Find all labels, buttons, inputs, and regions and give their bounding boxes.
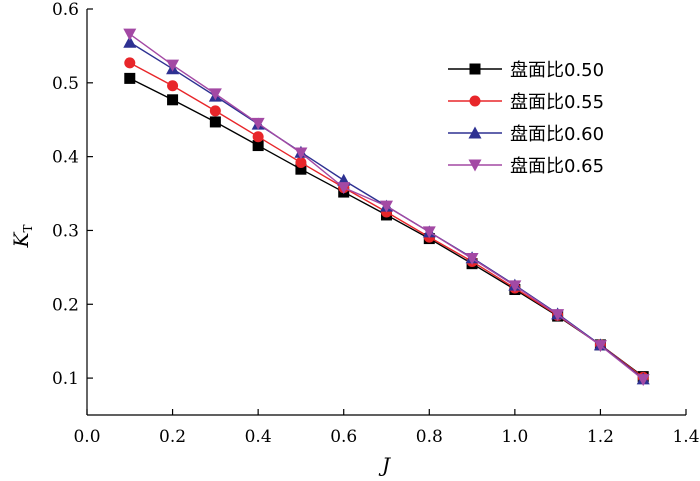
data-point: [295, 163, 307, 175]
y-axis-title-subscript: T: [21, 225, 35, 233]
data-point: [294, 147, 308, 160]
x-tick-label: 0.2: [159, 427, 186, 447]
data-point: [422, 226, 436, 239]
legend-item: 盘面比0.50: [448, 60, 604, 81]
data-point: [123, 35, 137, 48]
y-axis-title-main: K: [9, 231, 33, 248]
x-tick-label: 0.4: [245, 427, 272, 447]
x-tick-label: 1.2: [587, 427, 614, 447]
data-point: [124, 57, 136, 69]
legend-marker: [468, 159, 482, 172]
legend-item: 盘面比0.55: [448, 92, 604, 113]
data-point: [465, 253, 479, 266]
legend-marker: [468, 126, 482, 139]
data-point: [124, 72, 136, 84]
legend-label: 盘面比0.65: [510, 156, 604, 177]
legend-label: 盘面比0.50: [510, 60, 604, 81]
x-tick-label: 0.0: [73, 427, 100, 447]
data-point: [167, 94, 179, 106]
data-point: [252, 131, 264, 143]
legend-marker: [469, 95, 481, 107]
y-tick-label: 0.4: [52, 148, 79, 168]
data-point: [167, 80, 179, 92]
data-point: [252, 140, 264, 152]
data-point: [508, 280, 522, 293]
data-point: [295, 157, 307, 169]
y-tick-label: 0.1: [52, 369, 79, 389]
data-point: [551, 309, 565, 322]
series-4: [123, 28, 650, 387]
x-tick-label: 0.6: [330, 427, 357, 447]
data-point: [208, 88, 222, 101]
axes: [86, 9, 686, 416]
x-axis-title: J: [378, 453, 391, 477]
data-point: [380, 200, 393, 213]
y-tick-label: 0.3: [52, 221, 79, 241]
x-tick-label: 0.8: [416, 427, 443, 447]
y-tick-label: 0.5: [52, 74, 79, 94]
y-tick-label: 0.2: [52, 295, 79, 315]
legend-label: 盘面比0.55: [510, 92, 604, 113]
y-ticks: 0.1 0.2 0.3 0.4 0.5 0.6: [52, 0, 93, 389]
series-layer: [123, 28, 650, 387]
data-point: [636, 374, 650, 387]
legend-item: 盘面比0.65: [448, 156, 604, 177]
legend: 盘面比0.50 盘面比0.55 盘面比0.60 盘面比0.65: [448, 60, 604, 177]
series-1: [124, 72, 649, 383]
data-point: [209, 105, 221, 117]
x-tick-label: 1.4: [672, 427, 699, 447]
legend-label: 盘面比0.60: [510, 124, 604, 145]
legend-item: 盘面比0.60: [448, 124, 604, 145]
data-point: [123, 28, 137, 41]
y-axis-title: KT: [9, 225, 35, 249]
data-point: [209, 116, 221, 128]
x-ticks: 0.0 0.2 0.4 0.6 0.8 1.0 1.2 1.4: [73, 409, 700, 447]
y-tick-label: 0.6: [52, 0, 79, 20]
legend-marker: [469, 63, 481, 75]
data-point: [166, 59, 180, 72]
x-tick-label: 1.0: [501, 427, 528, 447]
data-point: [251, 117, 265, 130]
data-point: [337, 182, 351, 195]
data-point: [593, 340, 607, 353]
